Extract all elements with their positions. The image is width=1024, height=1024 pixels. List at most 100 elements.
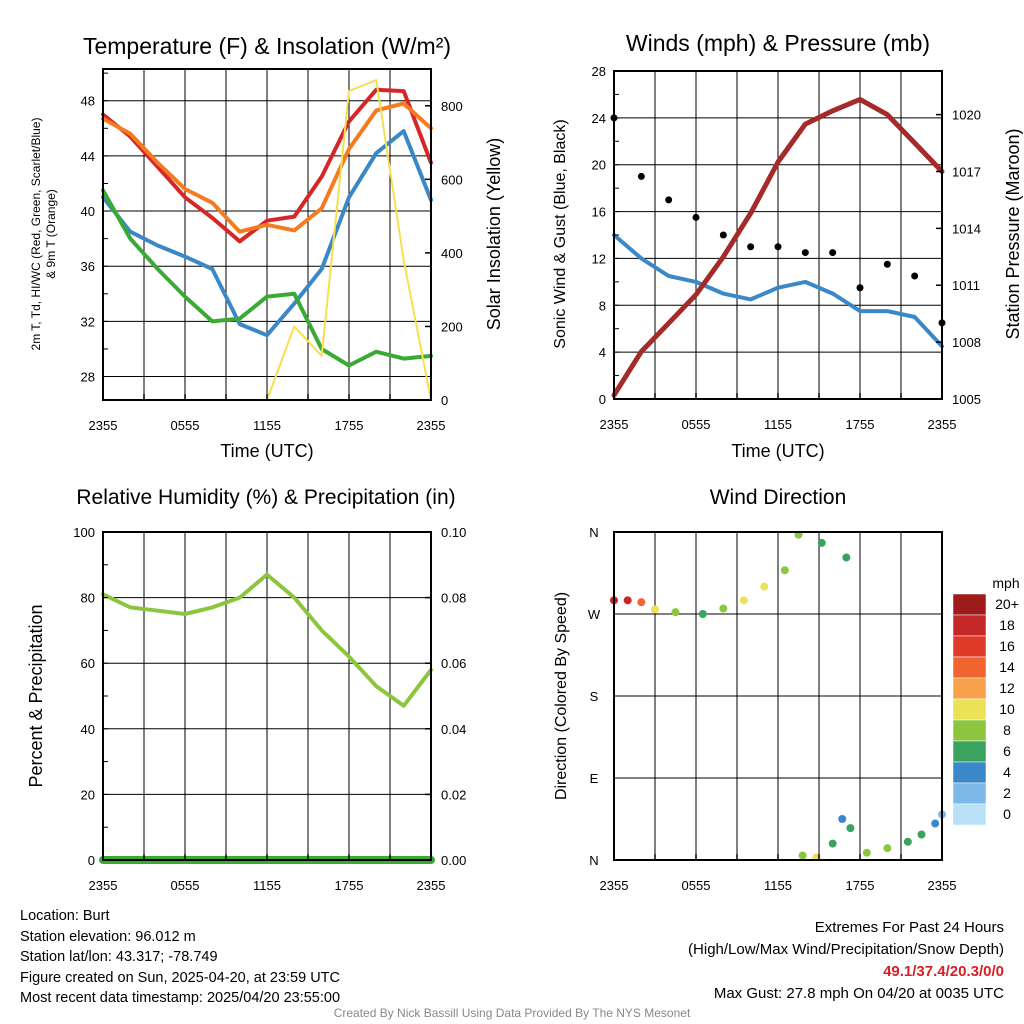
- series-line-2: [101, 129, 433, 338]
- series-line-0: [101, 87, 433, 244]
- series-line-0: [612, 233, 944, 349]
- temperature-ylabel-right: Solar Insolation (Yellow): [484, 138, 504, 330]
- y-tick-label: 44: [81, 149, 95, 164]
- direction-point: [623, 596, 632, 605]
- extremes-box: Extremes For Past 24 Hours (High/Low/Max…: [688, 917, 1004, 1005]
- colorbar-swatch: [952, 803, 987, 826]
- direction-point: [883, 844, 892, 853]
- direction-points: [610, 530, 946, 862]
- max-gust: Max Gust: 27.8 mph On 04/20 at 0035 UTC: [713, 985, 1004, 1002]
- direction-point: [798, 851, 807, 860]
- direction-point: [739, 596, 748, 605]
- colorbar-swatch: [952, 740, 987, 763]
- direction-point: [931, 819, 940, 828]
- colorbar-swatch: [952, 677, 987, 700]
- x-tick-label: 1155: [253, 418, 281, 433]
- station-location: Location: Burt: [20, 908, 110, 924]
- wind-direction-panel: Wind Direction 2355 0555 1155 1755 2355NESWN…: [553, 486, 956, 893]
- wind-series: [610, 96, 946, 398]
- x-tick-label: 0555: [682, 878, 711, 893]
- direction-point: [903, 837, 912, 846]
- y-tick-label: W: [588, 607, 601, 622]
- x-tick-label: 2355: [600, 878, 629, 893]
- colorbar-swatch: [952, 782, 987, 805]
- y-right-tick-label: 0.02: [441, 787, 466, 802]
- direction-point: [637, 598, 646, 607]
- temperature-ylabel-line1: 2m T, Td, HI/WC (Red, Green, Scarlet/Blu…: [29, 118, 43, 351]
- wind-ylabel-right: Station Pressure (Maroon): [1003, 128, 1023, 339]
- extremes-values: 49.1/37.4/20.3/0/0: [883, 963, 1004, 980]
- y-tick-label: 8: [599, 298, 606, 313]
- y-right-tick-label: 0: [441, 393, 448, 408]
- wind-ylabel-left: Sonic Wind & Gust (Blue, Black): [552, 119, 569, 348]
- x-tick-label: 2355: [89, 878, 118, 893]
- y-right-tick-label: 0.08: [441, 591, 466, 606]
- x-tick-label: 1755: [335, 878, 364, 893]
- x-tick-label: 1155: [253, 878, 281, 893]
- temperature-title: Temperature (F) & Insolation (W/m²): [83, 33, 451, 59]
- gust-point: [801, 249, 809, 257]
- direction-point: [698, 610, 707, 618]
- direction-point: [760, 582, 769, 591]
- colorbar-label: 4: [1003, 764, 1011, 780]
- x-tick-label: 1755: [846, 417, 875, 432]
- humidity-grid: [102, 531, 432, 861]
- wind-pressure-panel: Winds (mph) & Pressure (mb) 2355 0555 1155…: [552, 30, 1023, 461]
- direction-grid: [613, 532, 943, 860]
- colorbar-swatch: [952, 719, 987, 742]
- humidity-panel: Relative Humidity (%) & Precipitation (i…: [26, 486, 466, 893]
- direction-point: [817, 538, 826, 547]
- humidity-title: Relative Humidity (%) & Precipitation (i…: [76, 486, 455, 509]
- colorbar-label: 10: [999, 701, 1015, 717]
- humidity-ylabel-left: Percent & Precipitation: [26, 604, 46, 787]
- colorbar-swatch: [952, 761, 987, 784]
- wind-pressure-title: Winds (mph) & Pressure (mb): [626, 30, 930, 56]
- recent-timestamp: Most recent data timestamp: 2025/04/20 2…: [20, 990, 341, 1006]
- colorbar-label: 16: [999, 638, 1015, 654]
- colorbar-swatch: [952, 614, 987, 637]
- humidity-ticks: 2355 0555 1155 1755 2355 0 20 40 60 80 100 0.00 0.02…: [73, 525, 466, 893]
- y-tick-label: 4: [599, 345, 606, 360]
- x-tick-label: 2355: [89, 418, 118, 433]
- y-right-tick-label: 800: [441, 99, 463, 114]
- y-right-tick-label: 1011: [952, 278, 980, 293]
- colorbar-label: 0: [1003, 806, 1011, 822]
- colorbar-label: 12: [999, 680, 1015, 696]
- y-tick-label: 40: [81, 204, 95, 219]
- y-tick-label: 40: [81, 722, 95, 737]
- colorbar-swatch: [952, 593, 987, 616]
- gust-point: [747, 243, 755, 251]
- direction-point: [719, 604, 728, 613]
- colorbar-label: 8: [1003, 722, 1011, 738]
- y-tick-label: 32: [81, 314, 95, 329]
- direction-point: [846, 824, 855, 833]
- credit-line: Created By Nick Bassill Using Data Provi…: [333, 1006, 691, 1020]
- wind-ticks: 2355 0555 1155 1755 2355 0 4 8 12 16 20 24 28 1005 100…: [592, 64, 981, 432]
- x-tick-label: 1755: [335, 418, 364, 433]
- y-right-tick-label: 1014: [952, 221, 981, 236]
- y-tick-label: 28: [81, 370, 95, 385]
- direction-point: [671, 608, 680, 617]
- y-right-tick-label: 200: [441, 319, 463, 334]
- y-right-tick-label: 1017: [952, 164, 981, 179]
- y-tick-label: 48: [81, 94, 95, 109]
- x-tick-label: 2355: [600, 417, 629, 432]
- colorbar-swatch: [952, 656, 987, 679]
- y-tick-label: E: [590, 771, 599, 786]
- y-right-tick-label: 0.06: [441, 656, 466, 671]
- colorbar-swatch: [952, 635, 987, 658]
- y-tick-label: 16: [592, 205, 606, 220]
- direction-point: [862, 848, 871, 857]
- direction-point: [651, 605, 659, 614]
- y-tick-label: 28: [592, 64, 606, 79]
- colorbar-label: 6: [1003, 743, 1011, 759]
- colorbar-label: 2: [1003, 785, 1011, 801]
- temperature-xlabel: Time (UTC): [220, 441, 313, 461]
- y-tick-label: 12: [592, 251, 606, 266]
- series-line-0: [101, 572, 433, 708]
- x-tick-label: 1755: [846, 878, 875, 893]
- y-right-tick-label: 1020: [952, 108, 981, 123]
- direction-ylabel-left: Direction (Colored By Speed): [553, 592, 570, 800]
- y-tick-label: S: [590, 689, 599, 704]
- x-tick-label: 2355: [928, 417, 957, 432]
